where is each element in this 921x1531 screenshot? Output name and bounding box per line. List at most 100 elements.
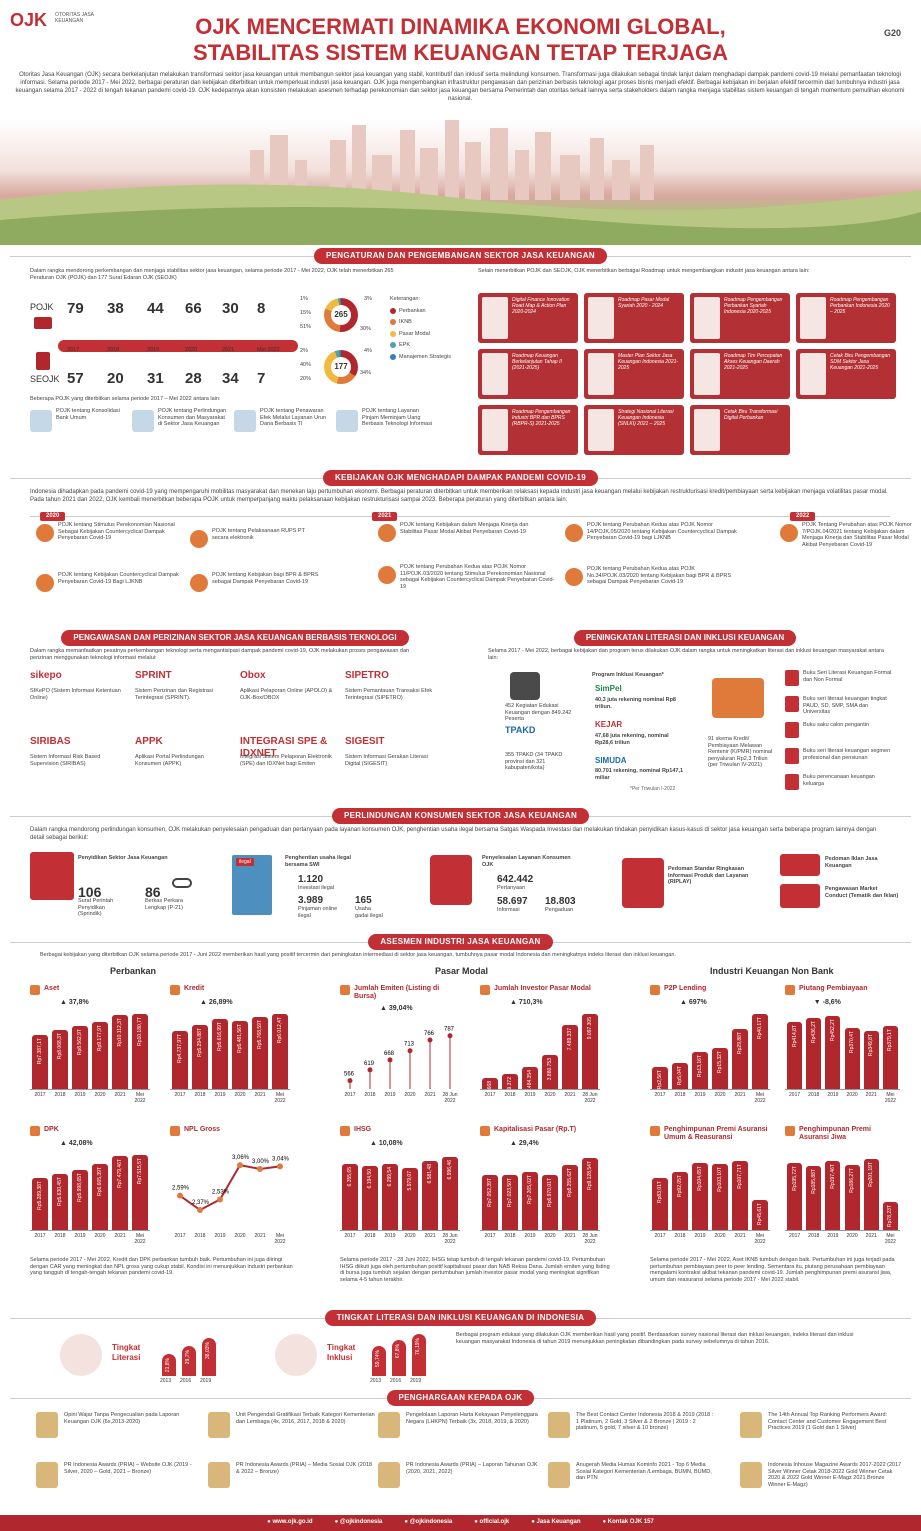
- roadmap-card: Roadmap Pengembangan Perbankan Syariah I…: [690, 293, 790, 343]
- roadmap-title: Roadmap Tim Percepatan Akses Keuangan Da…: [724, 353, 783, 371]
- footer-link[interactable]: ● official.ojk: [474, 1519, 510, 1526]
- legend-label: Manajemen Strategis: [399, 353, 451, 360]
- chart-year: 2017: [484, 1092, 496, 1098]
- chart-bar-label: Rp104,65T: [697, 1165, 703, 1191]
- chart-bar: Rp15,32T: [712, 1047, 728, 1089]
- roadmap-cover: [482, 353, 508, 395]
- roadmap-title: Roadmap Pasar Modal Syariah 2020 - 2024: [618, 297, 670, 309]
- chart-year: 2019: [74, 1092, 86, 1098]
- footer-link[interactable]: ● @ojkindonesia: [404, 1519, 453, 1526]
- pinjol-count: 3.989: [298, 895, 324, 906]
- legend-item: Manajemen Strategis: [390, 353, 460, 361]
- g20-logo: G20: [884, 28, 902, 38]
- chart-year: 2020: [234, 1092, 246, 1098]
- book-icon: [785, 748, 799, 764]
- chart-year: 2019: [524, 1092, 536, 1098]
- swi-title: Penghentian usaha ilegal bersama SWI: [285, 855, 352, 868]
- chart-jiwa-title: Penghimpunan Premi Asuransi Jiwa: [799, 1126, 871, 1142]
- chart-bar: 1.122.668: [482, 1077, 498, 1103]
- chart-bar-label: Rp5.768,59T: [257, 1020, 263, 1049]
- tech-app-logo: APPK: [135, 736, 163, 747]
- timeline-year-3: 2020: [185, 347, 198, 353]
- inclusion-year: 2016: [390, 1378, 402, 1384]
- chart-year: 2018: [364, 1092, 376, 1098]
- award-icon: [548, 1462, 570, 1488]
- chart-year: 2017: [344, 1233, 356, 1239]
- tech-app-logo: sikepo: [30, 670, 62, 681]
- p21-label: Berkas Perkara Lengkap (P-21): [145, 898, 183, 911]
- chart-year: 2018: [504, 1092, 516, 1098]
- pojk-items: POJK tentang Konsolidasi Bank Umum POJK t…: [30, 408, 450, 453]
- emiten-point: [367, 1067, 373, 1073]
- asesmen-text: Berbagai kebijakan yang diterbitkan OJK …: [40, 952, 676, 958]
- footer-link[interactable]: ● Jasa Keuangan: [531, 1519, 581, 1526]
- chart-umum: Penghimpunan Premi Asuransi Umum & Reasu…: [650, 1126, 770, 1245]
- chart-bar-label: Rp6.970,01T: [547, 1178, 553, 1208]
- chart-year: Mei 2022: [274, 1092, 286, 1104]
- tech-app-desc: Sistem Informasi Risk Based Supervision …: [30, 754, 101, 767]
- roadmap-card: Cetak Biru Pengembangan SDM Sektor Jasa …: [796, 349, 896, 399]
- npl-point: [177, 1192, 183, 1199]
- chart-year: 2021: [114, 1092, 126, 1098]
- chart-year: 2021: [564, 1092, 576, 1098]
- chart-year: 2017: [344, 1092, 356, 1098]
- emiten-point-label: 668: [384, 1051, 395, 1057]
- pojk-item-icon: [132, 410, 154, 432]
- timeline-year-4: 2021: [222, 347, 235, 353]
- donut-legend: Keterangan: Perbankan IKNB Pasar Modal EPK M…: [390, 296, 460, 361]
- npl-point-label: 3,06%: [232, 1155, 250, 1161]
- chart-bar-label: Rp8.255,62T: [567, 1167, 573, 1197]
- chart-kredit-title: Kredit: [184, 985, 205, 992]
- seojk-count-2: 31: [147, 370, 164, 387]
- chart-bar-label: Rp92,05T: [677, 1174, 683, 1197]
- footer-link[interactable]: ● Kontak OJK 157: [602, 1519, 654, 1526]
- simpel-stat: 40,3 juta rekening nominal Rp8 triliun.: [595, 697, 676, 710]
- chart-year: 2021: [734, 1233, 746, 1239]
- chart-bar-label: Rp9.128,54T: [587, 1161, 593, 1190]
- chart-piutang-icon: [785, 985, 795, 995]
- emiten-point-label: 619: [364, 1061, 375, 1067]
- inclusion-bar-label: 76,19%: [415, 1338, 421, 1355]
- chart-piutang: Piutang Pembiayaan ▼ -8,6% Rp414,8T Rp436,2…: [785, 985, 900, 1104]
- chart-year: 2021: [424, 1233, 436, 1239]
- chart-jiwa-plot: Rp195,72T Rp185,88T Rp197,46T Rp186,27T Rp20…: [785, 1156, 900, 1231]
- inclusion-label: Tingkat Inklusi: [327, 1343, 356, 1362]
- chart-year: 2017: [174, 1092, 186, 1098]
- chart-year: 2021: [254, 1092, 266, 1098]
- footer-link[interactable]: ● www.ojk.go.id: [267, 1519, 313, 1526]
- pengaduan-count: 18.803: [545, 896, 576, 907]
- investasi-count: 1.120: [298, 874, 324, 885]
- chart-bar: Rp5.289,38T: [32, 1177, 48, 1230]
- chart-year: 2018: [674, 1092, 686, 1098]
- chart-year: 2019: [524, 1233, 536, 1239]
- prog-title: Program Inklusi Keuangan*: [592, 672, 664, 678]
- book-label: Buku saku calon pengantin: [803, 722, 870, 728]
- chart-year: 2020: [94, 1233, 106, 1239]
- iklan-label: Pedoman Iklan Jasa Keuangan: [825, 856, 878, 869]
- chart-bar-label: Rp7.387,1T: [37, 1038, 43, 1065]
- city-skyline-illustration: [0, 120, 921, 245]
- iklan-icon: [780, 854, 820, 876]
- prog-note: *Per Triwulan I-2022: [630, 786, 676, 792]
- roadmap-intro: Selain menerbitkan POJK dan SEOJK, OJK m…: [478, 268, 810, 274]
- col-pasar-modal: Pasar Modal: [435, 966, 489, 976]
- chart-year: 2020: [846, 1092, 858, 1098]
- footer-link[interactable]: ● @ojkindonesia: [334, 1519, 383, 1526]
- roadmap-title: Roadmap Keuangan Berkelanjutan Tahap II …: [512, 353, 562, 371]
- chart-bar: Rp7.515,5T: [132, 1155, 148, 1230]
- layanan-title: Penyelesaian Layanan Konsumen OJK: [482, 855, 571, 868]
- chart-bar: Rp5.768,59T: [252, 1017, 268, 1089]
- page-title-2: STABILITAS SISTEM KEUANGAN TETAP TERJAGA: [193, 40, 728, 65]
- roadmap-card: Strategi Nasional Literasi Keuangan Indo…: [584, 405, 684, 455]
- timeline-year-2: 2019: [147, 347, 160, 353]
- tech-text: Dalam rangka memanfaatkan pesatnya perke…: [30, 648, 410, 661]
- chart-bar-label: Rp7.265,02T: [527, 1175, 533, 1205]
- roadmap-cover: [800, 297, 826, 339]
- year-2021-badge: 2021: [372, 512, 398, 522]
- chart-bar-label: Rp2,56T: [657, 1069, 663, 1089]
- chart-year: 2020: [846, 1233, 858, 1239]
- pojk-item-icon: [336, 410, 358, 432]
- chart-year: 2017: [34, 1092, 46, 1098]
- literacy-label: Tingkat Literasi: [112, 1343, 141, 1362]
- chart-npl: NPL Gross 2,59% 2,37% 2,53% 3,06% 3,00% 3,04% 2…: [170, 1126, 290, 1245]
